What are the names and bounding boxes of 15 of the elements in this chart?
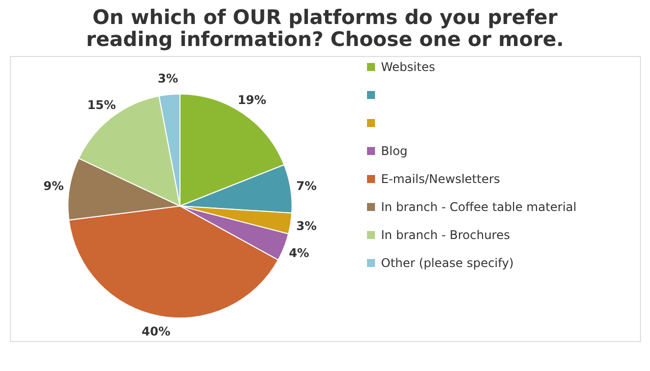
legend-label: Other (please specify) (381, 256, 514, 270)
data-label: 19% (238, 93, 266, 108)
data-label: 9% (43, 178, 64, 193)
legend-label: In branch - Brochures (381, 228, 510, 242)
data-label: 3% (296, 219, 317, 234)
legend-label: In branch - Coffee table material (381, 200, 576, 214)
data-label: 15% (87, 98, 116, 112)
data-label: 4% (288, 246, 310, 260)
legend-label: Websites (381, 60, 436, 74)
data-label: 7% (296, 178, 317, 193)
legend-label: Blog (381, 144, 408, 158)
data-label: 3% (158, 72, 178, 86)
legend-label: E-mails/Newsletters (381, 172, 500, 186)
data-label: 40% (142, 324, 170, 339)
chart-title: On which of OUR platforms do you prefer reading information? Choose one or more. (86, 5, 564, 51)
